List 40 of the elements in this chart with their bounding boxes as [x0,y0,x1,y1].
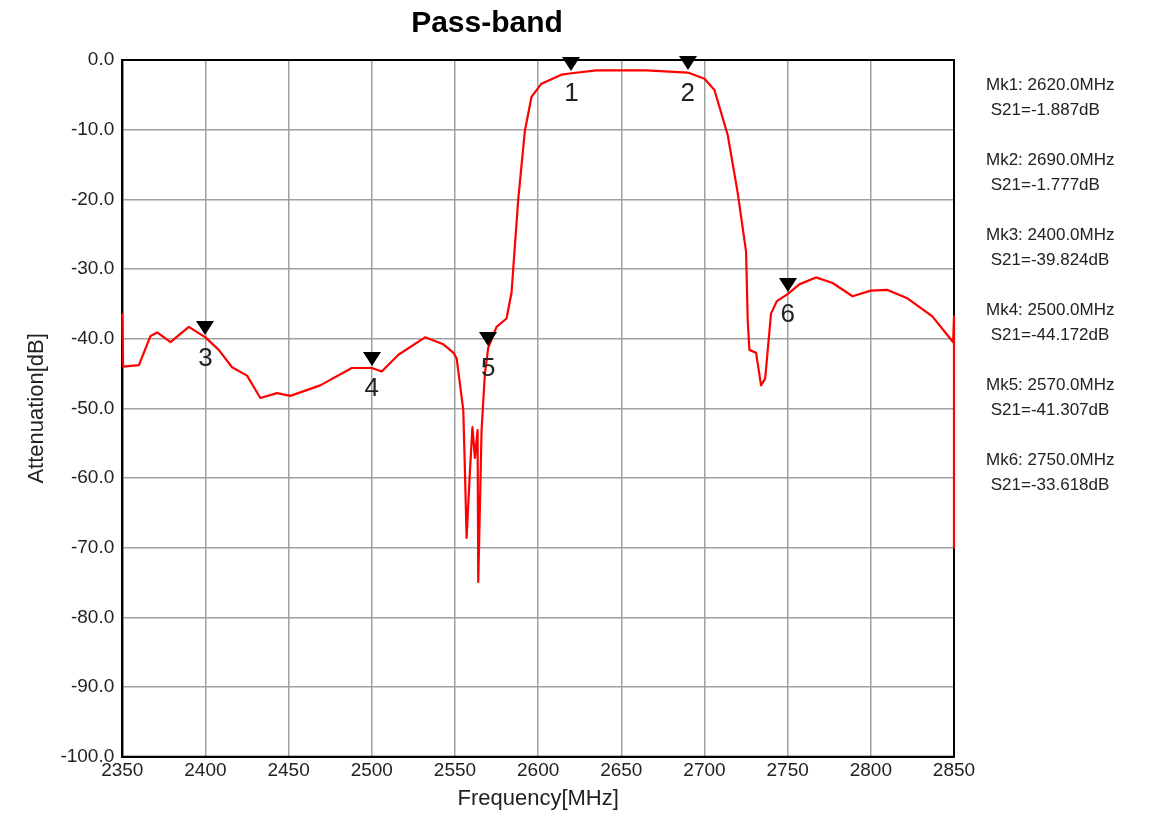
chart-title: Pass-band [411,5,563,39]
text: Mk2: 2690.0MHz [986,149,1116,171]
annotation: 4 [364,371,380,402]
y-tick-label: -70.0 [70,535,115,557]
annotation: 3 [198,341,213,372]
y-tick-label: -90.0 [70,675,115,697]
text: S21=-41.307dB [989,399,1111,421]
y-tick-label: -50.0 [70,396,115,418]
x-tick-label: 2750 [766,759,809,781]
x-tick-label: 2600 [517,759,560,781]
y-tick-label: -10.0 [70,117,115,139]
y-tick-label: -30.0 [70,257,115,279]
y-tick-label: -80.0 [70,605,115,627]
x-tick-label: 2850 [932,759,976,781]
y-axis-title: Attenuation[dB] [23,333,49,484]
text: Mk6: 2750.0MHz [986,449,1116,471]
x-axis-title: Frequency[MHz] [457,784,619,810]
text: S21=-1.777dB [989,174,1101,196]
text: Mk5: 2570.0MHz [986,374,1116,396]
x-tick-label: 2550 [433,759,477,781]
x-tick-label: 2800 [849,759,892,781]
annotation: 6 [780,298,795,329]
x-tick-label: 2700 [683,759,726,781]
x-tick-label: 2450 [267,759,310,781]
text: S21=-33.618dB [989,474,1111,496]
y-tick-label: -60.0 [70,466,115,488]
text: S21=-1.887dB [989,99,1101,121]
y-tick-label: 0.0 [87,48,115,70]
y-tick-label: -40.0 [70,326,115,348]
annotation: 2 [680,76,696,107]
x-tick-label: 2400 [184,759,227,781]
text: Mk1: 2620.0MHz [986,74,1116,96]
text: S21=-44.172dB [989,324,1111,346]
x-tick-label: 2500 [350,759,393,781]
y-tick-label: -20.0 [70,187,115,209]
text: S21=-39.824dB [989,249,1111,271]
annotation: 1 [564,77,579,108]
text: Mk4: 2500.0MHz [986,299,1116,321]
x-tick-label: 2650 [600,759,643,781]
text: Mk3: 2400.0MHz [986,224,1116,246]
